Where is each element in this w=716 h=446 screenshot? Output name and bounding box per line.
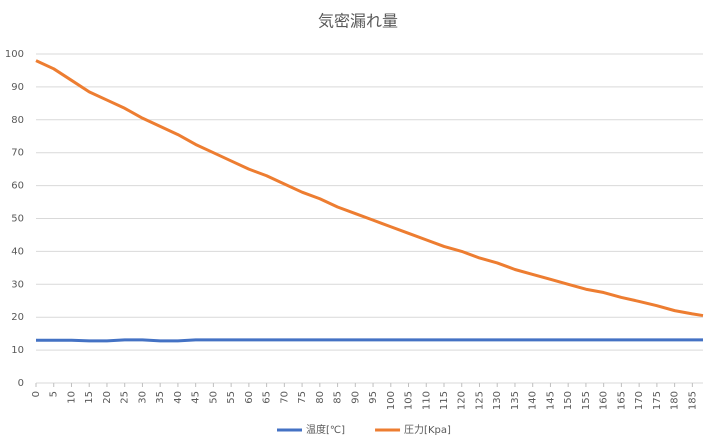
x-tick-label: 140 (528, 391, 539, 410)
legend-label: 圧力[Kpa] (404, 423, 451, 436)
x-tick-label: 150 (563, 391, 574, 410)
x-tick-label: 160 (599, 391, 610, 410)
y-tick-label: 70 (11, 148, 24, 159)
x-tick-label: 100 (386, 391, 397, 410)
x-tick-label: 40 (173, 391, 184, 404)
chart-title: 気密漏れ量 (318, 12, 398, 31)
x-tick-label: 25 (120, 391, 131, 404)
x-tick-label: 115 (439, 391, 450, 410)
x-tick-label: 105 (404, 391, 415, 410)
y-tick-label: 0 (18, 378, 24, 389)
y-tick-label: 90 (11, 82, 24, 93)
x-tick-label: 10 (66, 391, 77, 404)
y-tick-label: 30 (11, 279, 24, 290)
x-tick-label: 20 (102, 391, 113, 404)
x-tick-label: 75 (297, 391, 308, 404)
x-tick-label: 110 (421, 391, 432, 410)
x-tick-label: 135 (510, 391, 521, 410)
y-tick-label: 20 (11, 312, 24, 323)
line-series (36, 338, 703, 343)
y-tick-label: 60 (11, 181, 24, 192)
x-tick-label: 35 (155, 391, 166, 404)
legend-label: 温度[℃] (306, 423, 345, 436)
x-tick-label: 45 (191, 391, 202, 404)
y-tick-label: 10 (11, 345, 24, 356)
x-tick-label: 120 (457, 391, 468, 410)
x-tick-label: 65 (262, 391, 273, 404)
x-tick-label: 0 (31, 391, 42, 397)
x-tick-label: 70 (279, 391, 290, 404)
x-tick-label: 185 (687, 391, 698, 410)
x-tick-label: 180 (670, 391, 681, 410)
x-tick-label: 155 (581, 391, 592, 410)
x-tick-label: 95 (368, 391, 379, 404)
x-tick-label: 130 (492, 391, 503, 410)
x-tick-label: 145 (545, 391, 556, 410)
y-tick-label: 100 (5, 49, 24, 60)
x-tick-label: 90 (350, 391, 361, 404)
x-tick-label: 170 (634, 391, 645, 410)
x-tick-label: 125 (474, 391, 485, 410)
x-tick-label: 175 (652, 391, 663, 410)
y-tick-label: 40 (11, 246, 24, 257)
x-tick-label: 15 (84, 391, 95, 404)
y-tick-label: 80 (11, 115, 24, 126)
x-tick-label: 5 (49, 391, 60, 397)
x-tick-label: 80 (315, 391, 326, 404)
x-tick-label: 50 (208, 391, 219, 404)
x-tick-label: 165 (616, 391, 627, 410)
x-tick-label: 60 (244, 391, 255, 404)
x-tick-label: 55 (226, 391, 237, 404)
line-series (35, 59, 704, 318)
x-tick-label: 30 (137, 391, 148, 404)
y-tick-label: 50 (11, 214, 24, 225)
x-tick-label: 85 (333, 391, 344, 404)
